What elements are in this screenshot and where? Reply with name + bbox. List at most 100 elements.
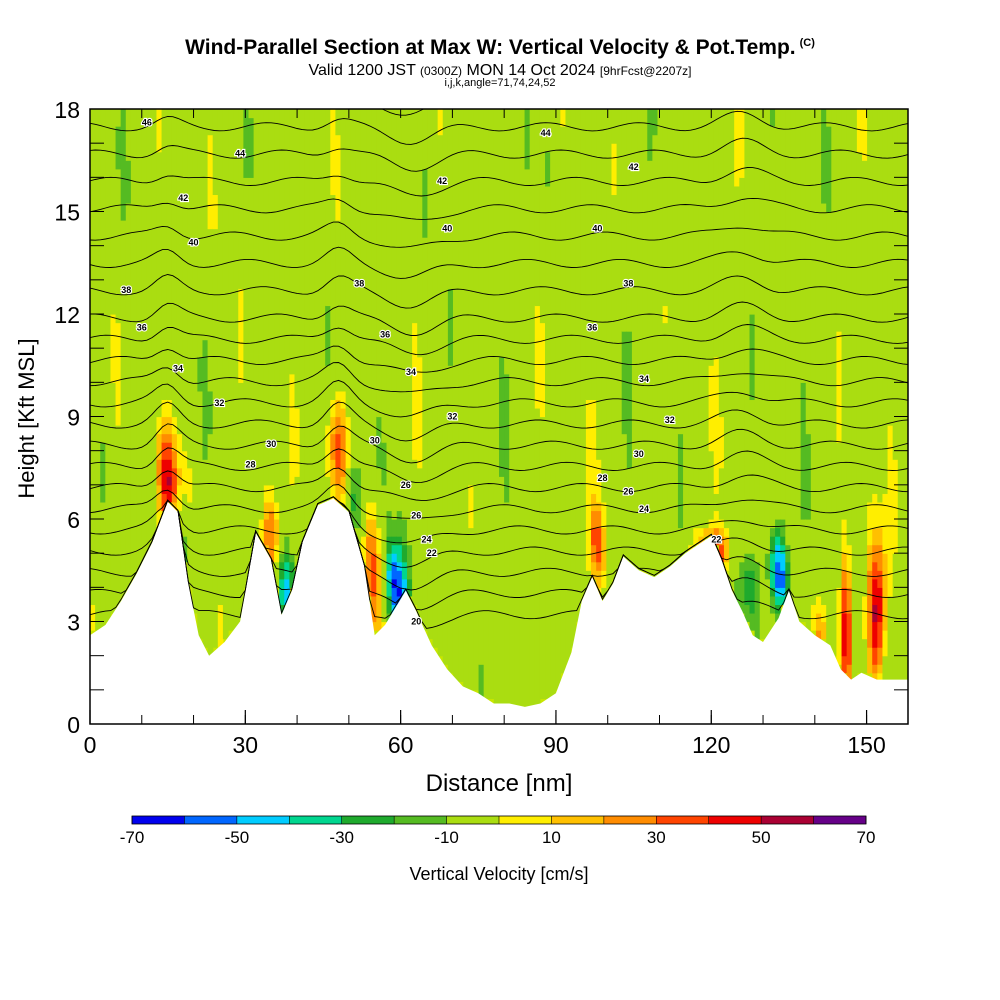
velocity-cell bbox=[534, 305, 541, 409]
velocity-cell bbox=[182, 493, 188, 537]
velocity-cell bbox=[534, 407, 541, 708]
velocity-cell bbox=[115, 109, 122, 127]
velocity-cell bbox=[437, 109, 444, 136]
velocity-cell bbox=[182, 536, 188, 554]
contour-label: 32 bbox=[665, 415, 675, 425]
velocity-cell bbox=[156, 416, 163, 435]
colorbar-swatch bbox=[603, 816, 657, 824]
velocity-cell bbox=[539, 109, 546, 324]
velocity-cell bbox=[626, 467, 633, 563]
velocity-cell bbox=[406, 578, 413, 597]
velocity-cell bbox=[345, 467, 352, 512]
velocity-cell bbox=[289, 484, 296, 554]
velocity-cell bbox=[749, 399, 756, 554]
contour-label: 40 bbox=[442, 224, 452, 234]
valid-date: MON 14 Oct 2024 bbox=[466, 62, 596, 79]
theta-contour-line bbox=[90, 496, 908, 591]
contour-label: 36 bbox=[137, 323, 147, 333]
velocity-cell bbox=[376, 467, 383, 529]
velocity-cell bbox=[279, 561, 285, 580]
velocity-cell bbox=[381, 484, 388, 623]
velocity-cell bbox=[877, 544, 884, 571]
velocity-cell bbox=[872, 527, 878, 546]
velocity-cell bbox=[263, 484, 270, 503]
velocity-cell bbox=[856, 109, 863, 153]
velocity-cell bbox=[274, 544, 280, 563]
velocity-cell bbox=[749, 553, 756, 571]
velocity-cell bbox=[616, 109, 623, 571]
velocity-cell bbox=[284, 578, 290, 606]
x-axis: 0 30 60 90 120 150 Distance [nm] bbox=[84, 109, 886, 797]
velocity-cell bbox=[125, 202, 132, 588]
velocity-cell bbox=[386, 612, 393, 623]
velocity-cell bbox=[836, 442, 843, 588]
contour-label: 24 bbox=[639, 504, 649, 514]
velocity-cell bbox=[284, 109, 290, 537]
velocity-cell bbox=[805, 519, 812, 631]
contour-label: 44 bbox=[541, 128, 551, 138]
copyright-mark: (C) bbox=[799, 37, 815, 49]
velocity-cell bbox=[872, 578, 878, 606]
velocity-cell bbox=[279, 553, 285, 563]
theta-contour-line bbox=[90, 496, 908, 611]
velocity-cell bbox=[325, 109, 331, 307]
velocity-cell bbox=[386, 570, 393, 580]
velocity-cell bbox=[243, 177, 250, 588]
velocity-cell bbox=[105, 109, 112, 623]
colorbar-tick-label: -30 bbox=[329, 828, 354, 847]
velocity-cell bbox=[851, 109, 858, 682]
velocity-cell bbox=[330, 109, 336, 196]
velocity-cell bbox=[596, 527, 602, 563]
velocity-cell bbox=[396, 109, 403, 512]
velocity-cell bbox=[846, 570, 853, 588]
velocity-cell bbox=[882, 630, 889, 657]
y-tick-label: 12 bbox=[54, 302, 80, 328]
velocity-cell bbox=[677, 433, 684, 529]
velocity-cell bbox=[769, 536, 776, 554]
colorbar-swatch bbox=[813, 816, 867, 824]
velocity-cell bbox=[754, 109, 761, 563]
velocity-cell bbox=[207, 433, 214, 657]
velocity-cell bbox=[902, 109, 908, 682]
velocity-cell bbox=[325, 425, 331, 477]
colorbar-tick-label: 10 bbox=[542, 828, 561, 847]
velocity-cell bbox=[861, 109, 868, 161]
y-tick-label: 3 bbox=[67, 610, 80, 636]
velocity-cell bbox=[371, 595, 377, 623]
velocity-cell bbox=[176, 467, 183, 486]
velocity-cell bbox=[846, 544, 853, 571]
velocity-cell bbox=[718, 527, 725, 537]
velocity-cell bbox=[775, 595, 781, 606]
velocity-cell bbox=[606, 109, 613, 588]
velocity-cell bbox=[483, 109, 490, 699]
velocity-cell bbox=[749, 314, 756, 401]
velocity-cell bbox=[642, 109, 648, 571]
theta-contour-line bbox=[90, 484, 908, 519]
velocity-cell bbox=[171, 450, 178, 469]
velocity-cell bbox=[713, 493, 720, 512]
velocity-cell bbox=[861, 638, 868, 674]
velocity-cell bbox=[764, 578, 771, 640]
theta-contour-line bbox=[90, 401, 908, 442]
velocity-cell bbox=[713, 510, 720, 529]
velocity-cell bbox=[826, 109, 832, 127]
x-tick-label: 60 bbox=[388, 732, 414, 758]
velocity-cell bbox=[800, 382, 807, 520]
velocity-cell bbox=[371, 109, 377, 503]
velocity-cell bbox=[591, 399, 597, 494]
velocity-cell bbox=[601, 109, 607, 503]
velocity-cell bbox=[708, 527, 715, 537]
velocity-cell bbox=[274, 561, 280, 588]
velocity-cell bbox=[396, 595, 403, 606]
velocity-cell bbox=[769, 612, 776, 631]
contour-label: 42 bbox=[629, 162, 639, 172]
velocity-cell bbox=[330, 433, 336, 460]
velocity-cell bbox=[371, 501, 377, 520]
velocity-cell bbox=[815, 612, 822, 631]
velocity-cell bbox=[386, 578, 393, 597]
theta-contour-line bbox=[90, 423, 908, 464]
velocity-cell bbox=[565, 109, 572, 665]
velocity-cell bbox=[294, 476, 301, 571]
velocity-cell bbox=[867, 109, 873, 503]
